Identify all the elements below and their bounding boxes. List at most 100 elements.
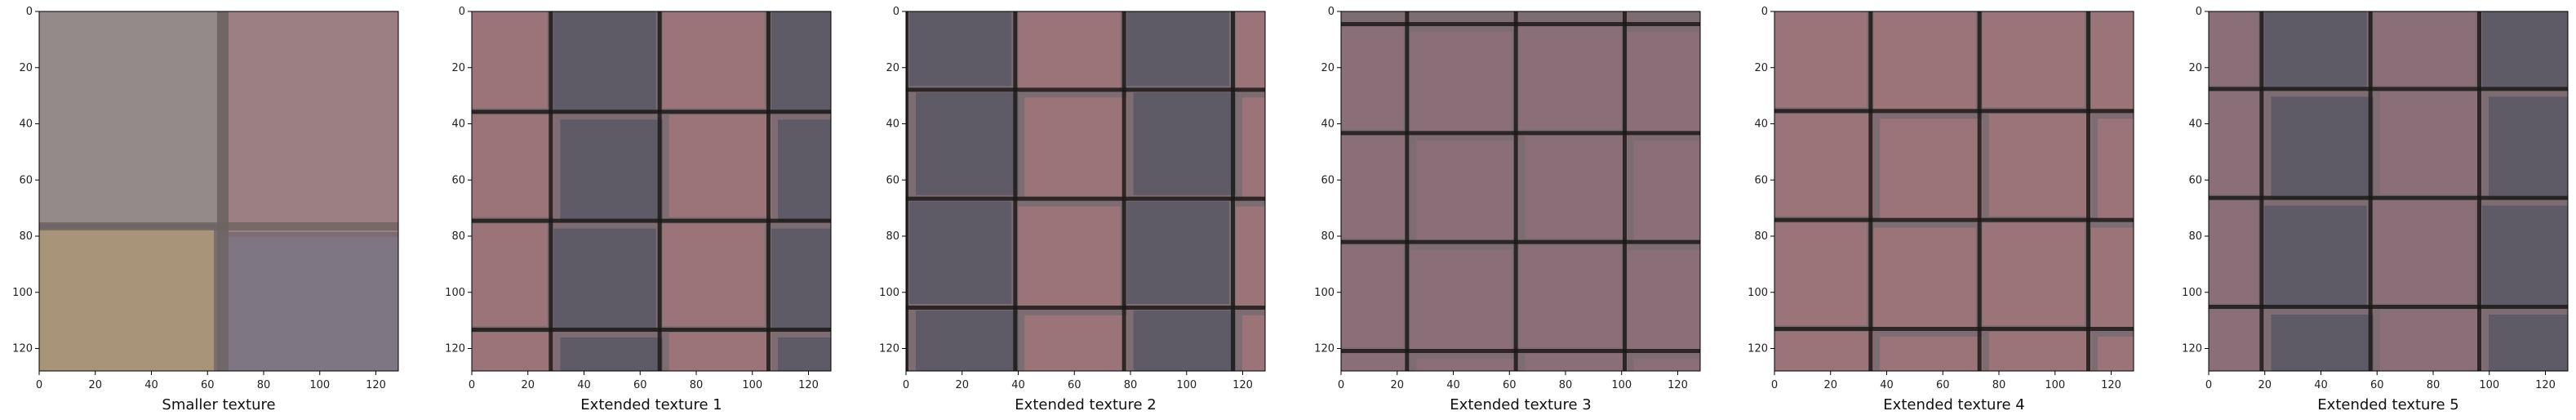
texture-panel-1: 0 20 40 60 80 100 120 0 20 40 60 80 100 120 Extended t… bbox=[445, 6, 832, 413]
x-tick-label: 20 bbox=[955, 379, 969, 391]
y-tick-label: 40 bbox=[2188, 118, 2202, 131]
x-tick-label: 20 bbox=[521, 379, 535, 391]
texture-panel-4: 0 20 40 60 80 100 120 0 20 40 60 80 100 120 Extended t… bbox=[1748, 6, 2134, 413]
y-tick-label: 40 bbox=[886, 118, 899, 131]
y-tick-label: 60 bbox=[2188, 174, 2202, 186]
panel-xlabel: Extended texture 1 bbox=[580, 396, 722, 413]
y-tick-label: 120 bbox=[12, 343, 33, 355]
x-tick-label: 80 bbox=[257, 379, 271, 391]
texture-image bbox=[472, 11, 831, 371]
y-tick-label: 100 bbox=[879, 287, 899, 299]
x-tick-label: 120 bbox=[1668, 379, 1688, 391]
panel-xlabel: Extended texture 4 bbox=[1883, 396, 2024, 413]
texture-image bbox=[2209, 11, 2568, 371]
axes-frame bbox=[38, 11, 399, 372]
panel-xlabel: Extended texture 5 bbox=[2317, 396, 2458, 413]
x-tick-label: 100 bbox=[1611, 379, 1632, 391]
texture-image bbox=[906, 11, 1265, 371]
axes-frame bbox=[2208, 11, 2569, 372]
y-tick-label: 80 bbox=[2188, 230, 2202, 243]
y-tick-label: 100 bbox=[1748, 287, 1768, 299]
x-tick-label: 40 bbox=[577, 379, 591, 391]
y-tick-label: 20 bbox=[19, 62, 33, 74]
x-tick-label: 100 bbox=[742, 379, 762, 391]
x-tick-label: 0 bbox=[36, 379, 42, 391]
y-tick-label: 80 bbox=[886, 230, 899, 243]
texture-panel-0: 0 20 40 60 80 100 120 0 20 40 60 80 100 120 Smaller te… bbox=[12, 6, 399, 413]
y-tick-label: 80 bbox=[1754, 230, 1768, 243]
x-tick-label: 120 bbox=[366, 379, 386, 391]
y-tick-label: 80 bbox=[451, 230, 465, 243]
x-tick-label: 120 bbox=[2535, 379, 2556, 391]
texture-panel-2: 0 20 40 60 80 100 120 0 20 40 60 80 100 120 Extended t… bbox=[879, 6, 1266, 413]
x-tick-label: 100 bbox=[309, 379, 330, 391]
axes-frame bbox=[1340, 11, 1701, 372]
panel-xlabel: Extended texture 2 bbox=[1015, 396, 1156, 413]
x-tick-label: 80 bbox=[1992, 379, 2006, 391]
texture-image bbox=[39, 11, 398, 371]
x-tick-label: 60 bbox=[1068, 379, 1081, 391]
x-tick-label: 80 bbox=[1559, 379, 1573, 391]
x-tick-label: 120 bbox=[798, 379, 819, 391]
y-tick-label: 0 bbox=[1761, 6, 1768, 18]
y-tick-label: 20 bbox=[1754, 62, 1768, 74]
x-tick-label: 0 bbox=[1338, 379, 1344, 391]
y-tick-label: 80 bbox=[1321, 230, 1335, 243]
y-tick-label: 100 bbox=[12, 287, 33, 299]
x-tick-label: 40 bbox=[144, 379, 158, 391]
axes-frame bbox=[471, 11, 832, 372]
axes-frame bbox=[1774, 11, 2134, 372]
x-tick-label: 80 bbox=[1124, 379, 1138, 391]
y-tick-label: 80 bbox=[19, 230, 33, 243]
y-tick-label: 100 bbox=[445, 287, 465, 299]
y-tick-label: 60 bbox=[1754, 174, 1768, 186]
x-tick-label: 60 bbox=[201, 379, 215, 391]
y-tick-label: 120 bbox=[445, 343, 465, 355]
texture-panel-5: 0 20 40 60 80 100 120 0 20 40 60 80 100 120 Extended t… bbox=[2182, 6, 2569, 413]
x-tick-label: 40 bbox=[1011, 379, 1025, 391]
y-tick-label: 100 bbox=[2182, 287, 2202, 299]
y-tick-label: 20 bbox=[2188, 62, 2202, 74]
x-tick-label: 0 bbox=[2205, 379, 2212, 391]
y-tick-label: 0 bbox=[893, 6, 899, 18]
y-tick-label: 0 bbox=[459, 6, 465, 18]
x-tick-label: 40 bbox=[1446, 379, 1460, 391]
y-tick-label: 120 bbox=[2182, 343, 2202, 355]
y-tick-label: 60 bbox=[451, 174, 465, 186]
x-tick-label: 100 bbox=[1176, 379, 1197, 391]
y-tick-label: 0 bbox=[2196, 6, 2202, 18]
x-tick-label: 80 bbox=[690, 379, 704, 391]
panel-xlabel: Smaller texture bbox=[162, 396, 275, 413]
x-tick-label: 120 bbox=[2101, 379, 2121, 391]
y-tick-label: 60 bbox=[19, 174, 33, 186]
x-tick-label: 0 bbox=[903, 379, 909, 391]
y-tick-label: 60 bbox=[886, 174, 899, 186]
y-tick-label: 120 bbox=[879, 343, 899, 355]
x-tick-label: 20 bbox=[2258, 379, 2272, 391]
x-tick-label: 60 bbox=[2370, 379, 2384, 391]
x-tick-label: 40 bbox=[2314, 379, 2328, 391]
y-tick-label: 40 bbox=[1321, 118, 1335, 131]
y-tick-label: 40 bbox=[1754, 118, 1768, 131]
x-tick-label: 60 bbox=[1936, 379, 1950, 391]
y-tick-label: 20 bbox=[1321, 62, 1335, 74]
y-tick-label: 20 bbox=[886, 62, 899, 74]
y-tick-label: 120 bbox=[1314, 343, 1335, 355]
y-tick-label: 40 bbox=[451, 118, 465, 131]
panel-xlabel: Extended texture 3 bbox=[1450, 396, 1591, 413]
x-tick-label: 80 bbox=[2427, 379, 2441, 391]
x-tick-label: 20 bbox=[88, 379, 102, 391]
x-tick-label: 40 bbox=[1880, 379, 1894, 391]
y-tick-label: 100 bbox=[1314, 287, 1335, 299]
x-tick-label: 0 bbox=[469, 379, 475, 391]
axes-frame bbox=[905, 11, 1266, 372]
x-tick-label: 100 bbox=[2479, 379, 2499, 391]
x-tick-label: 60 bbox=[633, 379, 647, 391]
y-tick-label: 40 bbox=[19, 118, 33, 131]
x-tick-label: 100 bbox=[2045, 379, 2065, 391]
y-tick-label: 60 bbox=[1321, 174, 1335, 186]
x-tick-label: 60 bbox=[1503, 379, 1517, 391]
x-tick-label: 20 bbox=[1823, 379, 1837, 391]
y-tick-label: 0 bbox=[1328, 6, 1335, 18]
y-tick-label: 20 bbox=[451, 62, 465, 74]
